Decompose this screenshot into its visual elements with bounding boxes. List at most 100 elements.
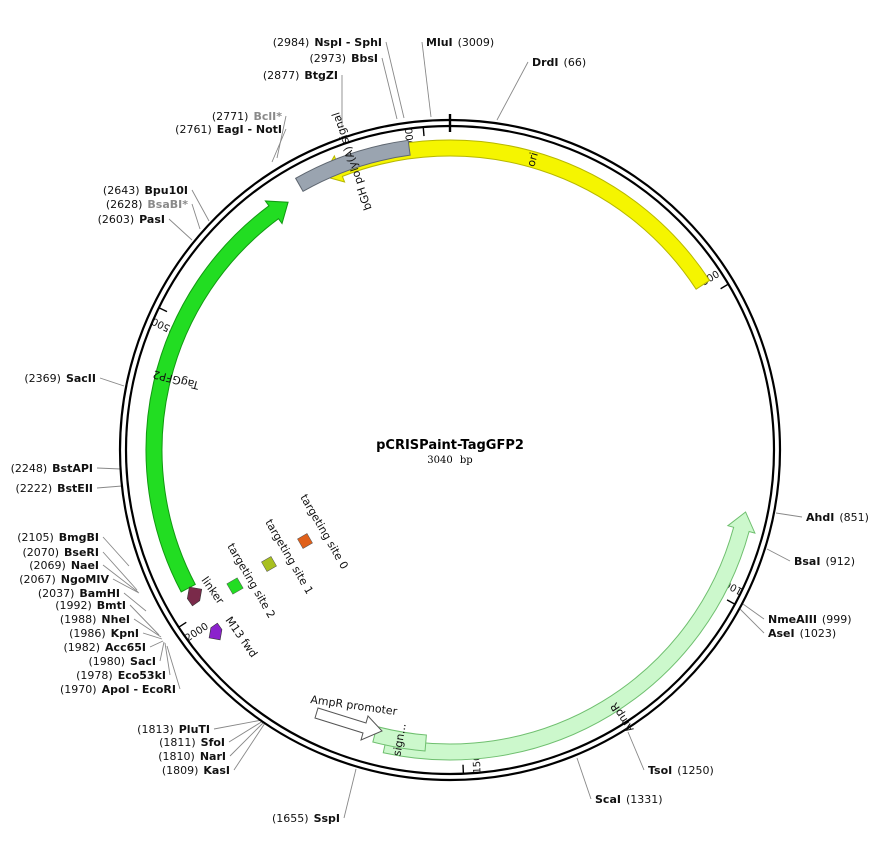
enzyme-name: NheI (101, 613, 130, 626)
enzyme-bseri: (2070) BseRI (22, 546, 99, 559)
enzyme-pos: (2973) (310, 52, 347, 65)
leader-line-nspi-sphi (385, 41, 405, 119)
enzyme-name: NgoMIV (61, 573, 110, 586)
leader-line-pasi (168, 218, 193, 241)
leader-line-bbsi (381, 57, 398, 120)
leader-line-bsai (766, 548, 791, 562)
taggfp2-feature (145, 200, 289, 593)
enzyme-name: BstAPI (52, 462, 93, 475)
tick-mark-500 (720, 283, 729, 290)
leader-line-kasi (233, 722, 266, 771)
linker-label: linker (199, 574, 227, 607)
enzyme-pos: (1992) (55, 599, 92, 612)
enzyme-name: KpnI (111, 627, 139, 640)
enzyme-nspi-sphi: (2984) NspI - SphI (273, 36, 382, 49)
leader-line-sspi (343, 768, 357, 819)
enzyme-pos: (2067) (19, 573, 56, 586)
enzyme-name: NarI (200, 750, 226, 763)
enzyme-name: BamHI (79, 587, 120, 600)
enzyme-nhei: (1988) NheI (60, 613, 130, 626)
enzyme-name: NmeAIII (768, 613, 817, 626)
enzyme-name: ApoI - EcoRI (102, 683, 176, 696)
enzyme-kasi: (1809) KasI (162, 764, 230, 777)
enzyme-pos: (1988) (60, 613, 97, 626)
leader-line-apoi-ecori (166, 645, 181, 690)
plasmid-length: 3040 bp (427, 455, 472, 466)
enzyme-pos: (2984) (273, 36, 310, 49)
enzyme-nmeaiii: NmeAIII (999) (768, 613, 852, 626)
enzyme-tsoi: TsoI (1250) (648, 764, 714, 777)
leader-line-bmti (129, 604, 160, 636)
enzyme-name: SfoI (201, 736, 225, 749)
enzyme-pos: (1986) (69, 627, 106, 640)
enzyme-sfoi: (1811) SfoI (159, 736, 225, 749)
enzyme-bsai: BsaI (912) (794, 555, 855, 568)
enzyme-pasi: (2603) PasI (98, 213, 165, 226)
enzyme-name: AhdI (806, 511, 834, 524)
enzyme-pos: (1810) (158, 750, 195, 763)
enzyme-name: DrdI (532, 56, 559, 69)
enzyme-name: PluTI (179, 723, 210, 736)
leader-line-scai (576, 757, 592, 800)
enzyme-name: BmgBI (59, 531, 99, 544)
enzyme-pos: (2037) (38, 587, 75, 600)
plasmid-length-unit: bp (460, 455, 473, 466)
enzyme-name: BbsI (351, 52, 378, 65)
tick-mark-3000 (422, 127, 425, 137)
ts1-feature (261, 556, 277, 572)
enzyme-pos: (1655) (272, 812, 309, 825)
leader-line-nari (229, 721, 265, 757)
leader-line-ngomiv (112, 578, 140, 594)
enzyme-bstapi: (2248) BstAPI (11, 462, 93, 475)
enzyme-labels: (2984) NspI - SphI (2973) BbsI MluI (3009) Drd… (11, 36, 869, 825)
enzyme-pos: (1813) (137, 723, 174, 736)
linker-feature (187, 586, 203, 607)
enzyme-name: SspI (314, 812, 340, 825)
enzyme-mlui: MluI (3009) (426, 36, 494, 49)
amp-signal-label: sign... (390, 722, 408, 757)
enzyme-pos: (1978) (76, 669, 113, 682)
enzyme-leader-lines (96, 41, 803, 819)
enzyme-pos: (1023) (800, 627, 837, 640)
enzyme-pos: (66) (564, 56, 587, 69)
enzyme-asei: AseI (1023) (768, 627, 836, 640)
leader-line-bstapi (96, 467, 122, 470)
enzyme-name: NaeI (71, 559, 99, 572)
leader-line-bmgbi (102, 536, 130, 567)
enzyme-name: MluI (426, 36, 453, 49)
enzyme-name: EagI - NotI (217, 123, 282, 136)
enzyme-name: ScaI (595, 793, 621, 806)
enzyme-pos: (2628) (106, 198, 143, 211)
leader-line-eco53ki (164, 642, 171, 676)
tick-mark-2000 (178, 621, 187, 628)
tick-label-2000: 2000 (183, 621, 210, 644)
amp-promoter-feature (314, 707, 383, 741)
leader-line-kpni (142, 632, 163, 640)
enzyme-ngomiv: (2067) NgoMIV (19, 573, 109, 586)
enzyme-pos: (1982) (63, 641, 100, 654)
enzyme-pluti: (1813) PluTI (137, 723, 210, 736)
enzyme-pos: (1250) (677, 764, 714, 777)
leader-line-bpu10i (191, 189, 210, 222)
enzyme-bcli: (2771) BclI* (212, 110, 282, 123)
enzyme-kpni: (1986) KpnI (69, 627, 139, 640)
plasmid-backbone (118, 114, 782, 782)
enzyme-sspi: (1655) SspI (272, 812, 340, 825)
bgh-feature (294, 139, 411, 193)
leader-line-bseri (102, 551, 138, 591)
enzyme-acc65i: (1982) Acc65I (63, 641, 146, 654)
leader-line-eagi-noti (271, 128, 287, 163)
enzyme-sacii: (2369) SacII (24, 372, 96, 385)
enzyme-scai: ScaI (1331) (595, 793, 663, 806)
enzyme-eagi-noti: (2761) EagI - NotI (175, 123, 282, 136)
enzyme-name: BsaBI* (147, 198, 188, 211)
leader-line-pluti (213, 719, 263, 730)
enzyme-name: BstEII (57, 482, 93, 495)
enzyme-pos: (1811) (159, 736, 196, 749)
enzyme-name: Bpu10I (145, 184, 189, 197)
leader-line-nmeaiii (742, 603, 765, 620)
enzyme-bmti: (1992) BmtI (55, 599, 126, 612)
enzyme-btgzi: (2877) BtgZI (263, 69, 338, 82)
leader-line-bcli (276, 115, 287, 159)
